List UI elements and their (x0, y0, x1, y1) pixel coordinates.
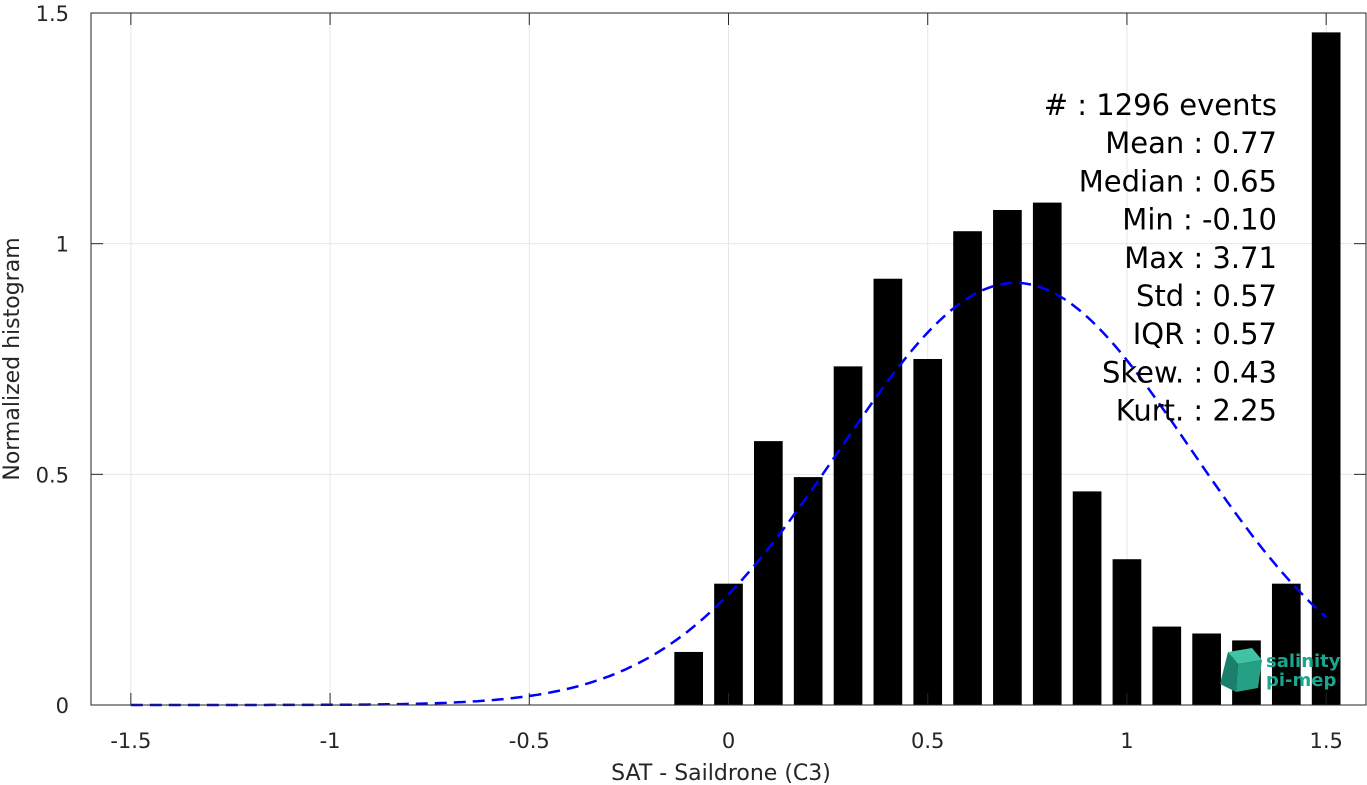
histogram-bar (873, 278, 903, 705)
stat-line: Median : 0.65 (1079, 164, 1277, 198)
histogram-bar (993, 209, 1022, 706)
histogram-bar (714, 583, 743, 705)
bars (674, 32, 1341, 706)
stat-line: # : 1296 events (1044, 88, 1277, 122)
y-tick-labels: 0 0.5 1 1.5 (36, 2, 69, 718)
stat-line: Min : -0.10 (1122, 203, 1277, 237)
y-axis-title: Normalized histogram (0, 237, 25, 480)
logo-line-1: salinity (1266, 651, 1341, 672)
x-tick-label: -0.5 (509, 729, 550, 753)
x-tick-label: -1.5 (110, 729, 151, 753)
histogram-bar (1112, 559, 1142, 705)
histogram-bar (674, 651, 703, 705)
x-tick-label: 0.5 (911, 729, 944, 753)
histogram-bar (833, 366, 863, 705)
histogram-bar (1271, 583, 1301, 705)
stat-line: Mean : 0.77 (1105, 126, 1277, 160)
histogram-bar (913, 359, 943, 705)
histogram-bar (754, 441, 783, 705)
stat-line: Std : 0.57 (1136, 279, 1277, 313)
histogram-bar (1152, 626, 1182, 705)
stat-line: Max : 3.71 (1124, 241, 1277, 275)
x-axis-title: SAT - Saildrone (C3) (611, 761, 831, 785)
histogram-bar (1072, 491, 1102, 705)
axes-frame (90, 12, 1367, 706)
histogram-bar (1032, 202, 1062, 705)
stat-line: IQR : 0.57 (1133, 317, 1277, 351)
x-tick-labels: -1.5 -1 -0.5 0 0.5 1 1.5 (110, 729, 1343, 753)
logo-cube-top (1228, 648, 1262, 664)
x-tick-label: 0 (722, 729, 735, 753)
logo-line-2: pi-mep (1266, 670, 1336, 691)
stat-line: Kurt. : 2.25 (1116, 394, 1277, 428)
logo-cube-left (1220, 652, 1238, 692)
salinity-pimep-logo: salinity pi-mep (1220, 648, 1341, 692)
histogram-bar (1192, 633, 1221, 705)
histogram-bar (793, 477, 823, 705)
y-tick-label: 1 (56, 233, 69, 257)
y-tick-label: 1.5 (36, 2, 69, 26)
y-tick-label: 0 (56, 694, 69, 718)
x-tick-label: -1 (320, 729, 341, 753)
stat-line: Skew. : 0.43 (1102, 355, 1277, 389)
y-tick-label: 0.5 (36, 463, 69, 487)
x-tick-label: 1 (1120, 729, 1133, 753)
x-tick-label: 1.5 (1309, 729, 1342, 753)
histogram-bar (1311, 32, 1341, 706)
histogram-bar (953, 231, 982, 705)
logo-cube-right (1236, 660, 1262, 692)
statistics-box: # : 1296 events Mean : 0.77 Median : 0.65 M… (1044, 88, 1277, 428)
